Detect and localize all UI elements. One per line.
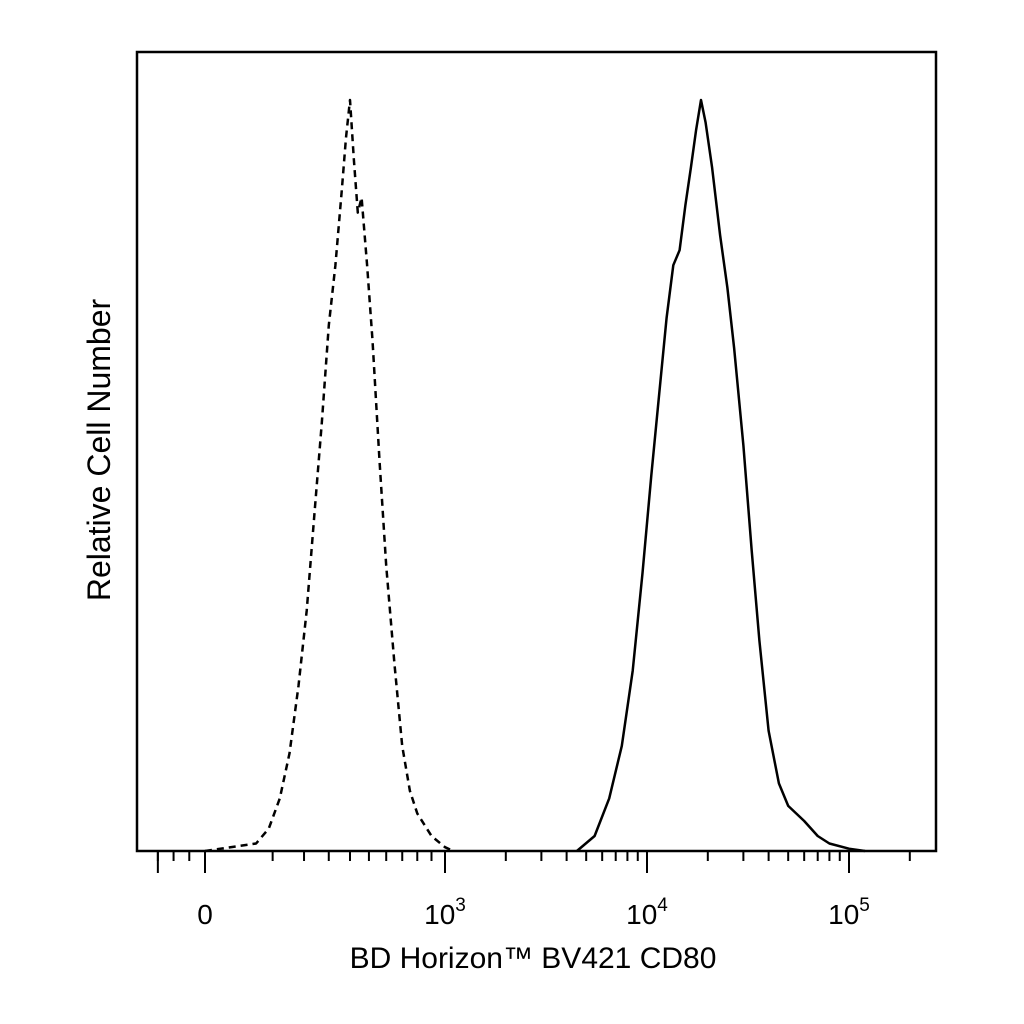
solid-histogram-series (576, 98, 866, 853)
x-tick-label: 0 (197, 899, 213, 930)
plot-frame (135, 50, 938, 853)
y-axis-label: Relative Cell Number (81, 298, 117, 601)
x-tick-label: 103 (424, 895, 466, 930)
dashed-histogram-series (204, 98, 454, 853)
x-axis-ticks (156, 851, 911, 873)
x-tick-label: 104 (626, 895, 668, 930)
histogram-curves (204, 98, 866, 853)
x-axis-tick-labels: 0 103 104 105 (197, 895, 870, 930)
x-axis-label: BD Horizon™ BV421 CD80 (350, 942, 717, 975)
x-tick-label: 105 (828, 895, 870, 930)
